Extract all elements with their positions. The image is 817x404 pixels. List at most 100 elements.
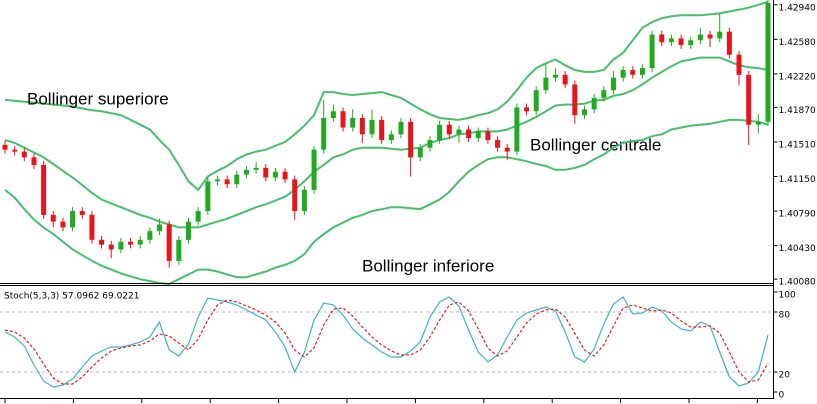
y-tick-label: 20 xyxy=(779,371,791,381)
candle-body xyxy=(195,211,201,222)
candle-body xyxy=(437,124,443,141)
candle-body xyxy=(118,241,124,250)
candle-body xyxy=(524,107,530,112)
candle-body xyxy=(12,149,18,152)
candle-body xyxy=(736,54,742,75)
candle-body xyxy=(765,2,771,122)
candle-body xyxy=(137,239,143,245)
candle-body xyxy=(446,124,452,135)
candle-body xyxy=(427,140,433,148)
candle-body xyxy=(31,157,37,166)
candle-body xyxy=(224,179,230,185)
candle-body xyxy=(697,34,703,41)
y-tick-label: 1.41870 xyxy=(779,106,816,116)
candle-body xyxy=(234,174,240,185)
candle-body xyxy=(176,239,182,261)
candle-body xyxy=(263,167,269,178)
series-line xyxy=(4,299,769,385)
candle-body xyxy=(533,90,539,112)
y-tick-label: 1.42220 xyxy=(779,72,816,82)
candle-body xyxy=(359,117,365,135)
candle-body xyxy=(504,147,510,152)
series-label: Bollinger centrale xyxy=(530,135,661,154)
candle-body xyxy=(166,224,172,261)
candle-body xyxy=(572,84,578,116)
y-tick-label: 0 xyxy=(779,391,785,401)
candle-body xyxy=(746,74,752,125)
candle-body xyxy=(649,34,655,69)
y-tick-label: 80 xyxy=(779,311,791,321)
candle-body xyxy=(70,211,76,228)
series-label: Bollinger inferiore xyxy=(362,256,494,275)
candle-body xyxy=(330,111,336,118)
candle-body xyxy=(350,117,356,128)
series-line xyxy=(4,118,769,286)
candle-body xyxy=(321,117,327,150)
candle-body xyxy=(726,31,732,55)
candle-body xyxy=(157,224,163,232)
candle-body xyxy=(610,77,616,91)
candle-body xyxy=(562,74,568,85)
series-line xyxy=(4,56,769,229)
candle-body xyxy=(456,129,462,135)
candle-body xyxy=(495,140,501,148)
candle-body xyxy=(417,147,423,158)
candle-body xyxy=(340,111,346,128)
y-tick-label: 1.42580 xyxy=(779,38,816,48)
series-line xyxy=(4,296,769,388)
candle-body xyxy=(678,38,684,46)
frame xyxy=(0,0,774,399)
candle-body xyxy=(379,119,385,141)
candle-body xyxy=(89,214,95,240)
y-tick-label: 100 xyxy=(779,291,796,301)
candle-body xyxy=(21,151,27,158)
candle-body xyxy=(688,40,694,46)
y-tick-label: 1.40430 xyxy=(779,244,816,254)
candle-body xyxy=(272,171,278,178)
series-label: Bollinger superiore xyxy=(27,89,169,108)
candle-body xyxy=(186,221,192,240)
candle-body xyxy=(147,231,153,240)
candle-body xyxy=(755,121,761,125)
candle-body xyxy=(282,171,288,180)
y-tick-label: 1.41150 xyxy=(779,175,816,185)
candle-body xyxy=(60,221,66,228)
y-tick-label: 1.41510 xyxy=(779,140,816,150)
candle-body xyxy=(369,119,375,135)
candle-body xyxy=(475,131,481,139)
candle-body xyxy=(514,107,520,152)
candle-body xyxy=(99,239,105,245)
candle-body xyxy=(292,179,298,212)
candle-body xyxy=(50,214,56,222)
candle-body xyxy=(668,38,674,43)
candle-body xyxy=(553,74,559,78)
candle-body xyxy=(620,70,626,78)
candle-body xyxy=(205,181,211,212)
candle-body xyxy=(388,134,394,141)
candle-body xyxy=(717,31,723,39)
candle-body xyxy=(591,97,597,110)
candle-body xyxy=(243,169,249,175)
candle-body xyxy=(466,129,472,139)
candle-body xyxy=(398,121,404,135)
candle-body xyxy=(630,70,636,75)
candle-body xyxy=(2,144,8,150)
candle-body xyxy=(639,68,645,75)
candle-body xyxy=(301,189,307,212)
y-tick-label: 1.40080 xyxy=(779,278,816,288)
candle-body xyxy=(581,109,587,116)
candle-body xyxy=(485,131,491,141)
candle-body xyxy=(659,34,665,43)
candle-body xyxy=(408,121,414,158)
y-tick-label: 1.40790 xyxy=(779,210,816,220)
candle-body xyxy=(707,34,713,39)
candle-body xyxy=(79,211,85,215)
candle-body xyxy=(601,90,607,98)
candle-body xyxy=(41,165,47,215)
candle-body xyxy=(253,167,259,170)
candle-body xyxy=(214,179,220,182)
indicator-title: Stoch(5,3,3) 57.0962 69.0221 xyxy=(4,292,139,302)
series-line xyxy=(4,0,769,192)
